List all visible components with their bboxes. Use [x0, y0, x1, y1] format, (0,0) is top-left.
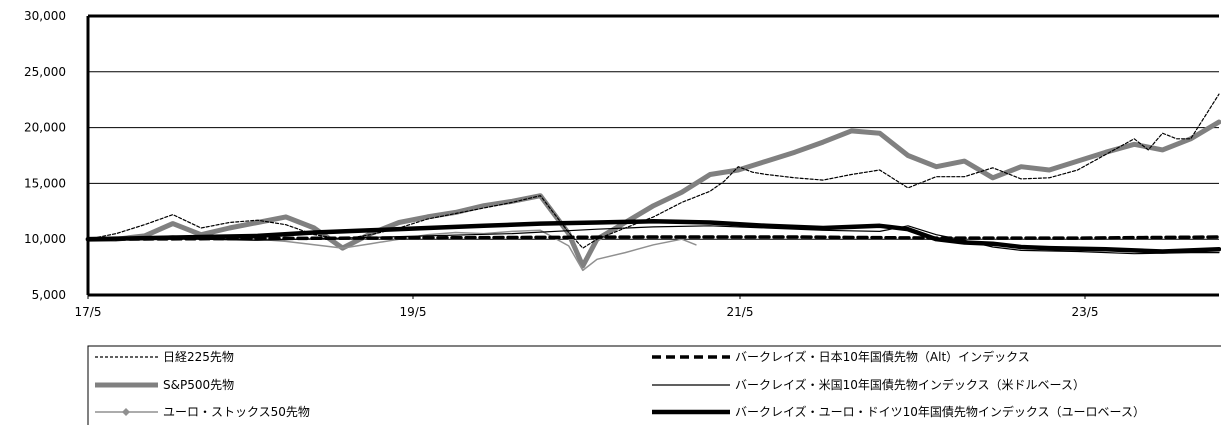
- legend-label: バークレイズ・日本10年国債先物（Alt）インデックス: [735, 349, 1030, 364]
- legend-label: ユーロ・ストックス50先物: [163, 405, 310, 419]
- axes: [86, 14, 1219, 297]
- y-tick-label: 30,000: [24, 9, 66, 23]
- x-tick-label: 21/5: [727, 305, 754, 319]
- x-tick-label: 19/5: [400, 305, 427, 319]
- y-tick-label: 10,000: [24, 232, 66, 246]
- y-tick-label: 20,000: [24, 121, 66, 135]
- legend-label: バークレイズ・米国10年国債先物インデックス（米ドルベース）: [735, 377, 1085, 392]
- y-tick-label: 15,000: [24, 176, 66, 190]
- x-tick-label: 17/5: [75, 305, 102, 319]
- legend-marker: [122, 408, 130, 416]
- legend-label: バークレイズ・ユーロ・ドイツ10年国債先物インデックス（ユーロベース）: [735, 404, 1145, 419]
- x-tick-label: 23/5: [1072, 305, 1099, 319]
- gridlines: [88, 71, 1219, 240]
- series-layer: [85, 93, 1221, 272]
- legend-label: S&P500先物: [163, 378, 234, 392]
- y-tick-label: 5,000: [32, 288, 66, 302]
- series-line-1: [85, 119, 1221, 269]
- series-line-3: [86, 235, 1221, 241]
- legend-label: 日経225先物: [163, 350, 234, 364]
- series-line-5: [85, 219, 1221, 254]
- tick-labels: 5,000 10,000 15,000 20,000 25,000 30,000 17/5 1…: [24, 9, 1098, 319]
- y-tick-label: 25,000: [24, 65, 66, 79]
